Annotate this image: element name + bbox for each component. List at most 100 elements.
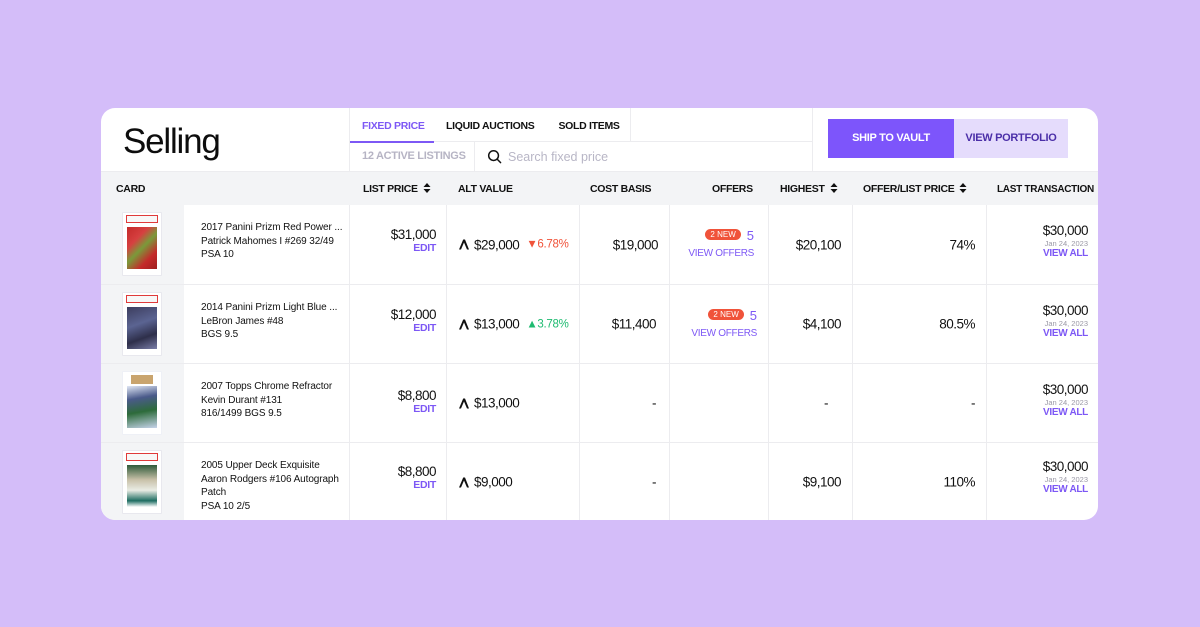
table-row[interactable]: 2007 Topps Chrome Refractor Kevin Durant… [101, 363, 1098, 442]
card-name[interactable]: 2007 Topps Chrome Refractor Kevin Durant… [201, 381, 333, 419]
card-thumbnail[interactable] [122, 371, 162, 435]
card-name-cell: 2014 Panini Prizm Light Blue ... LeBron … [184, 285, 350, 363]
edit-link[interactable]: EDIT [413, 403, 436, 415]
sort-icon[interactable] [959, 183, 967, 193]
edit-link[interactable]: EDIT [413, 479, 436, 491]
table-row[interactable]: 2014 Panini Prizm Light Blue ... LeBron … [101, 284, 1098, 363]
view-all-link[interactable]: VIEW ALL [1042, 328, 1088, 339]
table-header: CARD LIST PRICE ALT VALUE COST BASIS OFF… [101, 171, 1098, 205]
view-offers-link[interactable]: VIEW OFFERS [688, 248, 754, 259]
table-row[interactable]: 2005 Upper Deck Exquisite Aaron Rodgers … [101, 442, 1098, 520]
cost-basis: - [652, 474, 657, 490]
column-card: CARD [116, 183, 146, 195]
ship-to-vault-button[interactable]: SHIP TO VAULT [828, 119, 954, 158]
view-offers-link[interactable]: VIEW OFFERS [691, 328, 757, 339]
card-image-cell [101, 205, 184, 284]
card-image-cell [101, 285, 184, 363]
list-price-cell: $31,000 EDIT [349, 205, 446, 284]
highest-cell: - [768, 364, 852, 442]
card-art [127, 465, 157, 507]
cost-basis-cell: - [579, 364, 669, 442]
sort-icon[interactable] [423, 183, 431, 193]
list-price: $8,800 [397, 388, 437, 403]
card-name[interactable]: 2005 Upper Deck Exquisite Aaron Rodgers … [201, 460, 339, 512]
card-image-cell [101, 443, 184, 520]
card-name[interactable]: 2014 Panini Prizm Light Blue ... LeBron … [201, 302, 338, 340]
alt-logo-icon [459, 398, 469, 408]
highest-offer: $9,100 [802, 474, 842, 490]
alt-logo-icon [459, 477, 469, 487]
alt-value-cell: $29,000 ▼6.78% [446, 205, 579, 284]
selling-panel: Selling FIXED PRICE LIQUID AUCTIONS SOLD… [101, 108, 1098, 520]
last-date: Jan 24, 2023 [1044, 239, 1088, 248]
last-price: $30,000 [1042, 303, 1089, 318]
card-thumbnail[interactable] [122, 450, 162, 514]
sort-icon[interactable] [830, 183, 838, 193]
new-offers-badge: 2 NEW [705, 229, 741, 240]
alt-logo-icon [459, 319, 469, 329]
last-date: Jan 24, 2023 [1044, 319, 1088, 328]
cost-basis-cell: $19,000 [579, 205, 669, 284]
triangle-down-icon: ▼ [526, 238, 538, 251]
edit-link[interactable]: EDIT [413, 322, 436, 334]
offers-cell [669, 443, 768, 520]
tab-fixed-price[interactable]: FIXED PRICE [350, 108, 434, 143]
search-box[interactable] [475, 142, 812, 171]
filter-row: 12 ACTIVE LISTINGS [350, 142, 812, 171]
tabs-block: FIXED PRICE LIQUID AUCTIONS SOLD ITEMS 1… [349, 108, 813, 171]
cost-basis-cell: - [579, 443, 669, 520]
card-name[interactable]: 2017 Panini Prizm Red Power ... Patrick … [201, 222, 343, 260]
column-cost-basis: COST BASIS [590, 183, 652, 195]
offer-list-ratio-cell: 74% [852, 205, 986, 284]
highest-cell: $20,100 [768, 205, 852, 284]
grade-label [131, 375, 153, 384]
highest-cell: $9,100 [768, 443, 852, 520]
offer-list-ratio: 80.5% [939, 316, 975, 332]
alt-value: $13,000 [474, 395, 520, 411]
view-all-link[interactable]: VIEW ALL [1042, 248, 1088, 259]
grade-label [126, 453, 158, 461]
view-all-link[interactable]: VIEW ALL [1042, 407, 1088, 418]
search-input[interactable] [508, 149, 788, 164]
cost-basis: - [652, 395, 657, 411]
highest-cell: $4,100 [768, 285, 852, 363]
tab-sold-items[interactable]: SOLD ITEMS [558, 120, 620, 132]
view-portfolio-button[interactable]: VIEW PORTFOLIO [954, 119, 1068, 158]
alt-change-up: ▲3.78% [526, 318, 569, 330]
view-all-link[interactable]: VIEW ALL [1042, 484, 1088, 495]
last-transaction-cell: $30,000 Jan 24, 2023 VIEW ALL [986, 364, 1098, 442]
column-alt-value: ALT VALUE [458, 183, 513, 195]
alt-value-cell: $13,000 [446, 364, 579, 442]
table-row[interactable]: 2017 Panini Prizm Red Power ... Patrick … [101, 205, 1098, 284]
card-art [127, 386, 157, 428]
cost-basis: $19,000 [612, 237, 659, 252]
search-icon [487, 149, 502, 164]
column-highest[interactable]: HIGHEST [780, 172, 838, 206]
tab-row: FIXED PRICE LIQUID AUCTIONS SOLD ITEMS [350, 108, 812, 143]
column-label: HIGHEST [780, 183, 825, 195]
card-name-cell: 2005 Upper Deck Exquisite Aaron Rodgers … [184, 443, 350, 520]
offers-cell [669, 364, 768, 442]
last-price: $30,000 [1042, 223, 1089, 238]
alt-value: $13,000 [474, 316, 520, 332]
list-price-cell: $8,800 EDIT [349, 364, 446, 442]
column-list-price[interactable]: LIST PRICE [363, 172, 431, 206]
tab-liquid-auctions[interactable]: LIQUID AUCTIONS [446, 120, 535, 132]
alt-value-cell: $9,000 [446, 443, 579, 520]
column-offer-list-price[interactable]: OFFER/LIST PRICE [863, 172, 967, 206]
grade-label [126, 215, 158, 223]
last-transaction-cell: $30,000 Jan 24, 2023 VIEW ALL [986, 443, 1098, 520]
card-thumbnail[interactable] [122, 292, 162, 356]
edit-link[interactable]: EDIT [413, 242, 436, 254]
highest-offer: $4,100 [802, 316, 842, 332]
last-transaction-cell: $30,000 Jan 24, 2023 VIEW ALL [986, 285, 1098, 363]
alt-value: $9,000 [474, 474, 513, 490]
card-thumbnail[interactable] [122, 212, 162, 276]
column-label: OFFER/LIST PRICE [863, 183, 955, 195]
alt-value-cell: $13,000 ▲3.78% [446, 285, 579, 363]
offer-list-ratio: - [971, 395, 976, 411]
listings-table-body: 2017 Panini Prizm Red Power ... Patrick … [101, 205, 1098, 520]
offer-list-ratio-cell: 80.5% [852, 285, 986, 363]
last-transaction-cell: $30,000 Jan 24, 2023 VIEW ALL [986, 205, 1098, 284]
last-price: $30,000 [1042, 382, 1089, 397]
